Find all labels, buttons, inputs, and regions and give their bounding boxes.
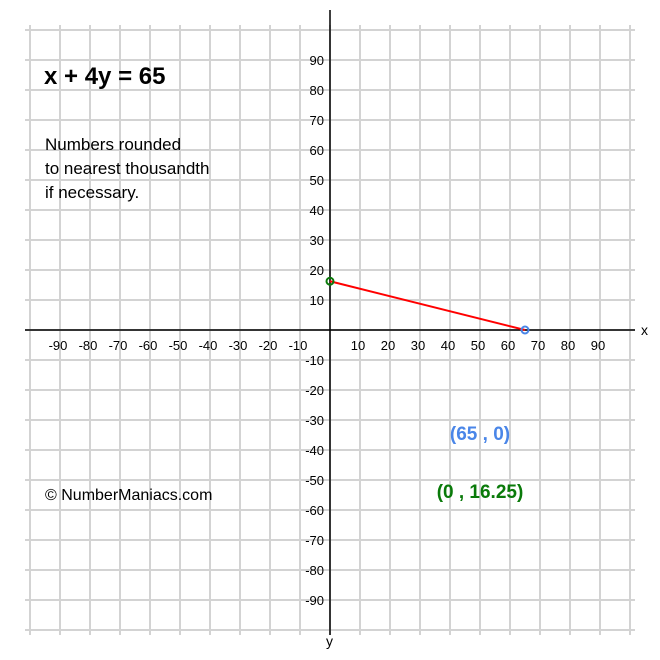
note-line-3: if necessary. — [45, 183, 139, 202]
y-tick-label: 70 — [310, 113, 324, 128]
y-tick-label: -50 — [305, 473, 324, 488]
x-tick-label: 80 — [561, 338, 575, 353]
point-marker — [520, 325, 530, 335]
x-tick-label: 20 — [381, 338, 395, 353]
x-tick-label: -60 — [139, 338, 158, 353]
y-tick-label: -30 — [305, 413, 324, 428]
x-tick-label: -80 — [79, 338, 98, 353]
x-tick-label: 70 — [531, 338, 545, 353]
y-tick-label: 80 — [310, 83, 324, 98]
x-tick-label: 60 — [501, 338, 515, 353]
y-tick-label: -10 — [305, 353, 324, 368]
y-tick-label: -20 — [305, 383, 324, 398]
x-tick-label: -50 — [169, 338, 188, 353]
x-tick-label: 40 — [441, 338, 455, 353]
x-tick-label: -70 — [109, 338, 128, 353]
equation-title: x + 4y = 65 — [44, 63, 165, 90]
y-axis-label: y — [326, 633, 333, 649]
y-tick-label: 30 — [310, 233, 324, 248]
y-tick-label: 20 — [310, 263, 324, 278]
note-line-2: to nearest thousandth — [45, 159, 209, 178]
axes — [25, 10, 635, 635]
y-tick-label: -60 — [305, 503, 324, 518]
point-marker — [325, 276, 335, 286]
note-line-1: Numbers rounded — [45, 135, 181, 154]
y-tick-label: 10 — [310, 293, 324, 308]
x-tick-label: 10 — [351, 338, 365, 353]
x-axis-label: x — [641, 322, 648, 338]
y-tick-label: 90 — [310, 53, 324, 68]
copyright: © NumberManiacs.com — [45, 487, 212, 504]
x-tick-label: -30 — [229, 338, 248, 353]
point-label-1: (65 , 0) — [450, 424, 510, 445]
line-segment — [329, 280, 526, 331]
point-label-2: (0 , 16.25) — [437, 482, 524, 503]
y-tick-label: -70 — [305, 533, 324, 548]
y-tick-label: 60 — [310, 143, 324, 158]
tick-labels: -90 -80 -70 -60 -50 -40 -30 -20 -10 10 20 30 40 50 60 7… — [49, 53, 606, 608]
x-tick-label: -20 — [259, 338, 278, 353]
x-tick-label: 30 — [411, 338, 425, 353]
y-tick-label: -80 — [305, 563, 324, 578]
x-tick-label: 90 — [591, 338, 605, 353]
x-tick-label: -90 — [49, 338, 68, 353]
x-tick-label: -10 — [289, 338, 308, 353]
y-tick-label: -90 — [305, 593, 324, 608]
marks — [325, 276, 530, 335]
y-tick-label: 40 — [310, 203, 324, 218]
x-tick-label: -40 — [199, 338, 218, 353]
y-tick-label: -40 — [305, 443, 324, 458]
x-tick-label: 50 — [471, 338, 485, 353]
y-tick-label: 50 — [310, 173, 324, 188]
